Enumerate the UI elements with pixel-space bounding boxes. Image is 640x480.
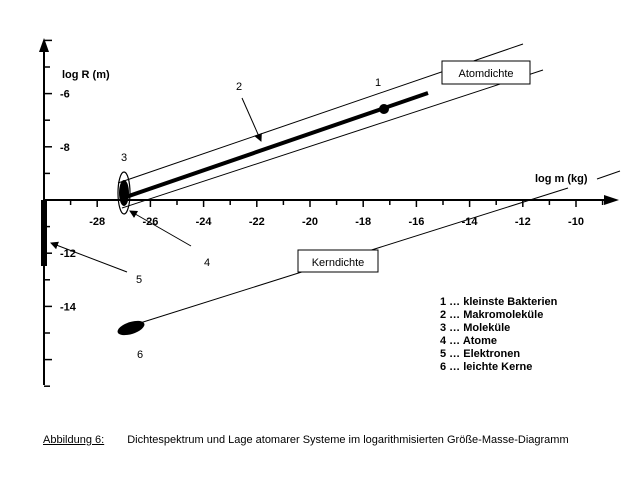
- legend-item: 5 … Elektronen: [440, 348, 520, 360]
- legend: 1 … kleinste Bakterien 2 … Makromoleküle…: [440, 296, 558, 373]
- figure-caption: Abbildung 6: Dichtespektrum und Lage ato…: [43, 434, 569, 446]
- y-tick-label: -6: [60, 89, 70, 101]
- arrow-5: [50, 241, 128, 273]
- atom-density-thick-line: [125, 91, 429, 199]
- legend-item: 3 … Moleküle: [440, 322, 510, 334]
- x-tick-label: -24: [196, 216, 213, 228]
- y-tick-label: -14: [60, 301, 77, 313]
- atom-density-lower-line: [121, 69, 544, 209]
- nuclear-density-box: Kerndichte: [297, 249, 379, 273]
- svg-text:Atomdichte: Atomdichte: [458, 68, 513, 80]
- x-tick-label: -10: [568, 216, 584, 228]
- legend-item: 6 … leichte Kerne: [440, 361, 532, 373]
- caption-text: Dichtespektrum und Lage atomarer Systeme…: [127, 434, 569, 446]
- marker-3: 3: [121, 152, 127, 164]
- legend-item: 2 … Makromoleküle: [440, 309, 543, 321]
- marker-6: 6: [137, 349, 143, 361]
- nuclear-density-line-ext: [596, 170, 621, 180]
- x-tick-label: -18: [355, 216, 371, 228]
- x-tick-label: -28: [89, 216, 105, 228]
- y-axis-label: log R (m): [62, 69, 110, 81]
- molecule-ellipse: [117, 171, 131, 215]
- bacteria-dot: [379, 104, 389, 114]
- marker-2: 2: [236, 81, 242, 93]
- caption-label: Abbildung 6:: [43, 434, 105, 446]
- marker-5: 5: [136, 274, 142, 286]
- legend-item: 4 … Atome: [440, 335, 497, 347]
- y-tick-label: -8: [60, 142, 70, 154]
- x-tick-label: -14: [462, 216, 479, 228]
- arrow-2: [241, 97, 262, 142]
- light-nuclei-blob: [117, 320, 145, 336]
- x-tick-label: -20: [302, 216, 318, 228]
- y-axis-arrow: [39, 38, 49, 52]
- x-axis-label: log m (kg): [535, 173, 588, 185]
- x-axis-arrow: [604, 195, 619, 205]
- marker-1: 1: [375, 77, 381, 89]
- electron-bar: [41, 200, 47, 266]
- legend-item: 1 … kleinste Bakterien: [440, 296, 558, 308]
- svg-text:Kerndichte: Kerndichte: [312, 257, 365, 269]
- atom-blob: [119, 180, 129, 206]
- arrow-4: [129, 210, 192, 247]
- atom-density-box: Atomdichte: [441, 60, 531, 85]
- x-tick-label: -12: [515, 216, 531, 228]
- x-tick-label: -22: [249, 216, 265, 228]
- marker-4: 4: [204, 257, 210, 269]
- x-tick-label: -16: [408, 216, 424, 228]
